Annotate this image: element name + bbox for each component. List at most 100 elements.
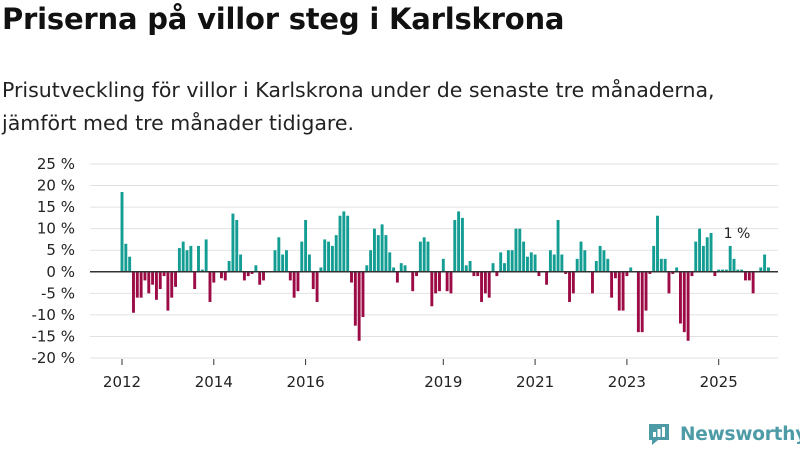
bar xyxy=(158,271,162,290)
bar xyxy=(594,261,598,272)
bar xyxy=(445,271,449,292)
bar xyxy=(701,245,705,272)
bar xyxy=(717,269,721,272)
bar xyxy=(365,265,369,272)
x-tick-label: 2019 xyxy=(424,373,462,391)
brand-logo: Newsworthy xyxy=(646,419,800,449)
bar xyxy=(548,250,552,272)
last-value-annotation: 1 % xyxy=(724,226,751,242)
bar xyxy=(705,237,709,272)
bar xyxy=(120,192,124,272)
bar xyxy=(740,269,744,272)
bar xyxy=(460,217,464,272)
bar xyxy=(667,271,671,294)
bar xyxy=(709,232,713,272)
bar xyxy=(560,254,564,272)
bar xyxy=(491,263,495,272)
bar xyxy=(453,220,457,272)
bar xyxy=(315,271,319,302)
bar xyxy=(415,271,418,277)
bar xyxy=(296,271,300,292)
bar xyxy=(285,250,288,272)
gridlines xyxy=(90,163,778,359)
bar xyxy=(281,254,285,272)
bar xyxy=(411,271,415,292)
bar xyxy=(763,254,767,272)
bar xyxy=(468,261,472,272)
bar xyxy=(307,254,311,272)
y-tick-label: 10 % xyxy=(37,220,75,238)
bar xyxy=(250,271,254,274)
bar xyxy=(679,271,682,324)
bar xyxy=(376,235,380,272)
y-tick-label: 5 % xyxy=(46,241,75,259)
bar xyxy=(438,271,441,292)
bar xyxy=(472,271,476,277)
bar xyxy=(346,215,350,272)
bar xyxy=(480,271,483,302)
bar xyxy=(552,254,556,272)
bar xyxy=(185,250,189,272)
bar xyxy=(671,271,675,274)
bar xyxy=(174,271,177,287)
y-tick-label: -5 % xyxy=(41,284,75,302)
bar xyxy=(311,271,315,290)
bar xyxy=(162,271,166,277)
bar xyxy=(648,271,652,274)
bar xyxy=(766,267,770,272)
bar xyxy=(235,220,239,272)
bar xyxy=(656,215,659,272)
bar xyxy=(147,271,151,294)
bar xyxy=(327,241,330,272)
bar xyxy=(690,271,694,277)
bar xyxy=(606,258,610,272)
bar xyxy=(483,271,487,294)
bar xyxy=(273,250,277,272)
chart-title: Priserna på villor steg i Karlskrona xyxy=(2,2,565,36)
bar xyxy=(430,271,434,307)
bar xyxy=(759,267,763,272)
bar xyxy=(319,267,323,272)
bar xyxy=(652,245,656,272)
bar xyxy=(625,271,629,277)
x-tick-label: 2025 xyxy=(700,373,738,391)
bar xyxy=(220,271,223,279)
bar xyxy=(227,261,231,272)
bar xyxy=(212,271,216,283)
bar xyxy=(143,271,147,281)
bar xyxy=(503,263,506,272)
y-tick-label: 25 % xyxy=(37,155,75,173)
bar xyxy=(239,254,243,272)
bar xyxy=(564,271,568,274)
bars xyxy=(120,192,770,341)
bar xyxy=(636,271,640,333)
x-tick-label: 2016 xyxy=(287,373,325,391)
y-tick-label: -20 % xyxy=(31,349,75,367)
bar xyxy=(724,269,728,272)
bar xyxy=(418,241,422,272)
bar xyxy=(510,250,514,272)
bar xyxy=(575,258,579,272)
bar xyxy=(728,245,732,272)
bar xyxy=(151,271,155,285)
bar xyxy=(177,248,181,272)
bar xyxy=(518,228,522,272)
bar xyxy=(373,228,376,272)
bar xyxy=(441,258,445,272)
bar xyxy=(353,271,357,326)
bar xyxy=(514,228,518,272)
bar xyxy=(556,220,560,272)
bar xyxy=(736,269,740,272)
bar xyxy=(388,252,392,272)
bar xyxy=(399,263,403,272)
bar xyxy=(189,245,193,272)
bar xyxy=(135,271,139,298)
bar xyxy=(288,271,292,281)
bar xyxy=(571,271,575,294)
bar xyxy=(495,271,499,277)
bar xyxy=(602,250,606,272)
bar xyxy=(395,271,399,283)
bar xyxy=(568,271,571,302)
bar xyxy=(747,271,751,281)
bar xyxy=(694,241,698,272)
